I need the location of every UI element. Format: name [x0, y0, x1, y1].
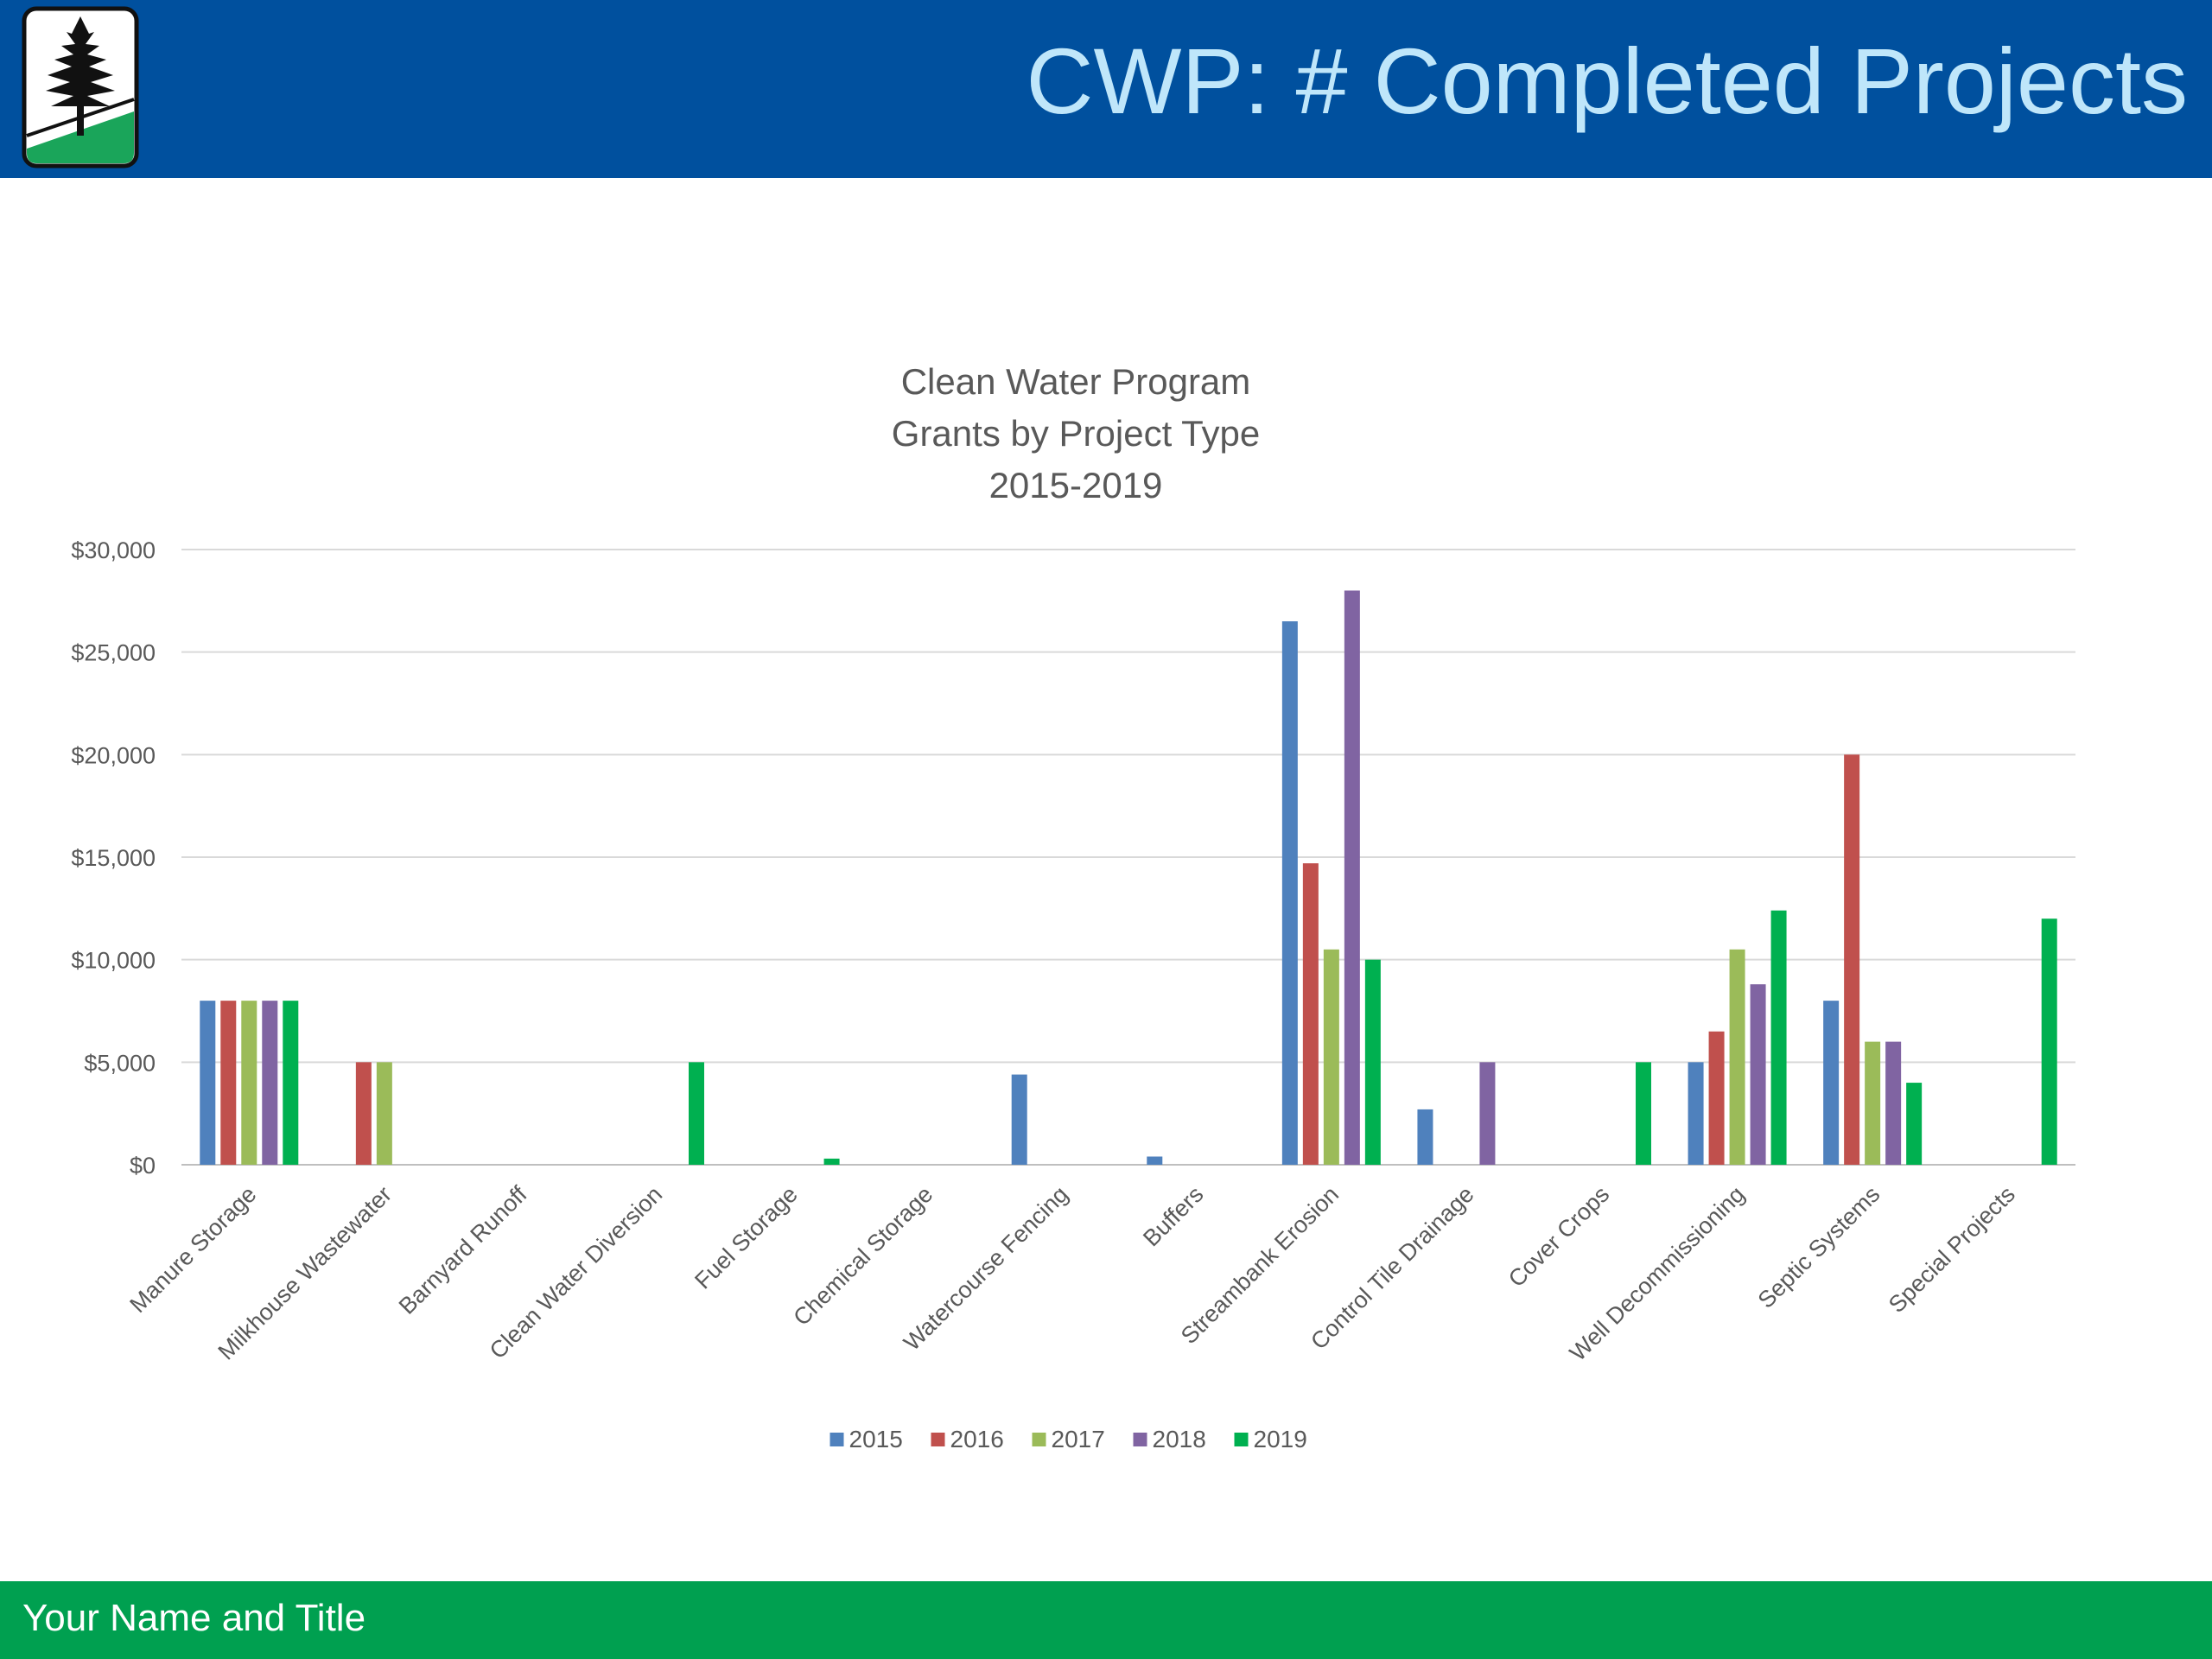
legend-label: 2015: [849, 1426, 903, 1452]
footer-name-title: Your Name and Title: [22, 1597, 366, 1639]
x-tick-label: Septic Systems: [1753, 1181, 1885, 1313]
legend-swatch: [1032, 1433, 1046, 1446]
y-tick-label: $10,000: [71, 948, 156, 974]
header-bar: CWP: # Completed Projects: [0, 0, 2212, 178]
y-tick-label: $30,000: [71, 537, 156, 563]
legend-label: 2017: [1052, 1426, 1105, 1452]
y-tick-label: $5,000: [84, 1050, 156, 1076]
bar: [241, 1001, 257, 1165]
chart-title-line: 2015-2019: [989, 465, 1163, 505]
x-tick-label: Special Projects: [1884, 1181, 2020, 1318]
legend-label: 2019: [1254, 1426, 1307, 1452]
bar: [1906, 1083, 1923, 1165]
bar: [689, 1062, 704, 1165]
chart-legend: 2015 2016 2017 2018 2019: [830, 1426, 1307, 1452]
bar: [200, 1001, 216, 1165]
y-tick-label: $0: [130, 1153, 156, 1179]
chart-title: Clean Water Program Grants by Project Typ…: [892, 361, 1260, 505]
bar: [1636, 1062, 1651, 1165]
x-tick-label: Barnyard Runoff: [394, 1181, 532, 1319]
bar: [1770, 910, 1787, 1165]
bar-chart: Clean Water Program Grants by Project Typ…: [71, 361, 2075, 1452]
bar: [1844, 754, 1860, 1165]
bar: [355, 1062, 372, 1165]
y-tick-label: $25,000: [71, 640, 156, 666]
legend-swatch: [1234, 1433, 1249, 1446]
bar: [1865, 1041, 1881, 1165]
x-tick-label: Cover Crops: [1503, 1181, 1614, 1292]
pine-tree-logo: [22, 6, 139, 168]
bar: [376, 1062, 392, 1165]
bar: [1750, 984, 1766, 1165]
bar: [1823, 1001, 1840, 1165]
bar: [1364, 959, 1381, 1165]
bar: [283, 1001, 299, 1165]
x-tick-label: Buffers: [1138, 1181, 1208, 1251]
bar: [1344, 590, 1360, 1165]
bar: [1147, 1156, 1163, 1165]
bar: [1281, 621, 1298, 1165]
legend-label: 2018: [1153, 1426, 1206, 1452]
x-tick-label: Chemical Storage: [788, 1181, 938, 1331]
bar: [1885, 1041, 1902, 1165]
footer-bar: Your Name and Title: [0, 1581, 2212, 1659]
bar: [1688, 1062, 1704, 1165]
legend-swatch: [1133, 1433, 1147, 1446]
legend-label: 2016: [950, 1426, 1004, 1452]
bar: [823, 1158, 840, 1165]
legend-swatch: [830, 1433, 844, 1446]
bar: [1302, 863, 1319, 1165]
x-tick-label: Fuel Storage: [690, 1181, 803, 1294]
bar: [1729, 949, 1745, 1165]
bar: [1011, 1074, 1027, 1165]
x-tick-label: Manure Storage: [124, 1181, 261, 1318]
bar: [1708, 1031, 1725, 1165]
y-tick-label: $15,000: [71, 845, 156, 871]
bar: [2041, 918, 2057, 1165]
chart-title-line: Clean Water Program: [901, 361, 1251, 402]
chart-title-line: Grants by Project Type: [892, 413, 1260, 454]
page-title: CWP: # Completed Projects: [1026, 29, 2188, 133]
bar: [1479, 1062, 1496, 1165]
bar: [1323, 949, 1339, 1165]
y-axis: $0 $5,000 $10,000 $15,000 $20,000 $25,000 $30,…: [71, 537, 156, 1179]
legend-swatch: [931, 1433, 945, 1446]
bar: [262, 1001, 278, 1165]
bars: [200, 590, 2057, 1165]
bar: [1417, 1109, 1433, 1165]
grid-lines: [181, 549, 2075, 1166]
bar: [220, 1001, 237, 1165]
y-tick-label: $20,000: [71, 742, 156, 768]
